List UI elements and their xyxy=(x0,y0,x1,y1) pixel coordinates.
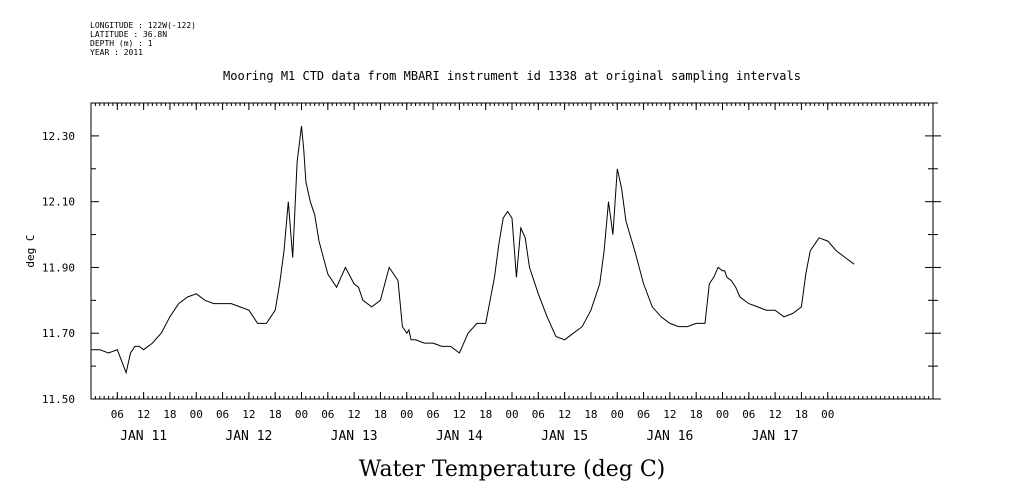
x-hour-tick-label: 00 xyxy=(190,408,203,421)
x-day-label: JAN 13 xyxy=(331,429,378,444)
x-hour-tick-label: 12 xyxy=(663,408,676,421)
x-hour-tick-label: 00 xyxy=(821,408,834,421)
x-hour-tick-label: 00 xyxy=(400,408,413,421)
series-line xyxy=(91,125,855,375)
x-hour-tick-label: 06 xyxy=(532,408,545,421)
y-tick-label: 12.10 xyxy=(42,196,75,209)
x-hour-tick-label: 06 xyxy=(111,408,124,421)
x-hour-tick-label: 18 xyxy=(584,408,597,421)
x-hour-tick-label: 06 xyxy=(426,408,439,421)
x-day-label: JAN 11 xyxy=(120,429,167,444)
y-tick-label: 11.70 xyxy=(42,327,75,340)
x-day-label: JAN 15 xyxy=(541,429,588,444)
x-hour-tick-label: 06 xyxy=(216,408,229,421)
x-hour-tick-label: 12 xyxy=(453,408,466,421)
chart-title: Mooring M1 CTD data from MBARI instrumen… xyxy=(223,69,801,83)
x-hour-tick-label: 00 xyxy=(295,408,308,421)
x-hour-tick-label: 18 xyxy=(795,408,808,421)
metadata-depth: DEPTH (m) : 1 xyxy=(90,39,153,48)
x-hour-tick-label: 18 xyxy=(374,408,387,421)
x-axis-label: Water Temperature (deg C) xyxy=(359,457,666,482)
x-day-label: JAN 14 xyxy=(436,429,483,444)
x-hour-tick-label: 00 xyxy=(611,408,624,421)
x-hour-tick-label: 06 xyxy=(637,408,650,421)
x-hour-tick-label: 00 xyxy=(505,408,518,421)
x-day-label: JAN 17 xyxy=(752,429,799,444)
y-tick-label: 11.50 xyxy=(42,393,75,406)
x-day-label: JAN 12 xyxy=(225,429,272,444)
metadata-year: YEAR : 2011 xyxy=(90,48,143,57)
metadata-longitude: LONGITUDE : 122W(-122) xyxy=(90,21,196,30)
metadata-block: LONGITUDE : 122W(-122) LATITUDE : 36.8N … xyxy=(90,21,196,57)
y-tick-label: 12.30 xyxy=(42,130,75,143)
x-hour-tick-label: 18 xyxy=(479,408,492,421)
x-hour-tick-label: 12 xyxy=(348,408,361,421)
x-hour-tick-label: 06 xyxy=(321,408,334,421)
y-tick-label: 11.90 xyxy=(42,261,75,274)
x-hour-tick-label: 12 xyxy=(558,408,571,421)
x-hour-tick-label: 18 xyxy=(690,408,703,421)
x-day-label: JAN 16 xyxy=(646,429,693,444)
plot-frame xyxy=(90,102,934,400)
x-hour-tick-label: 06 xyxy=(742,408,755,421)
x-hour-tick-label: 00 xyxy=(716,408,729,421)
x-hour-tick-label: 12 xyxy=(137,408,150,421)
x-hour-tick-label: 12 xyxy=(242,408,255,421)
metadata-latitude: LATITUDE : 36.8N xyxy=(90,30,168,39)
x-hour-tick-label: 18 xyxy=(163,408,176,421)
x-hour-tick-label: 12 xyxy=(769,408,782,421)
y-axis-label: deg C xyxy=(24,234,37,267)
x-hour-tick-label: 18 xyxy=(269,408,282,421)
